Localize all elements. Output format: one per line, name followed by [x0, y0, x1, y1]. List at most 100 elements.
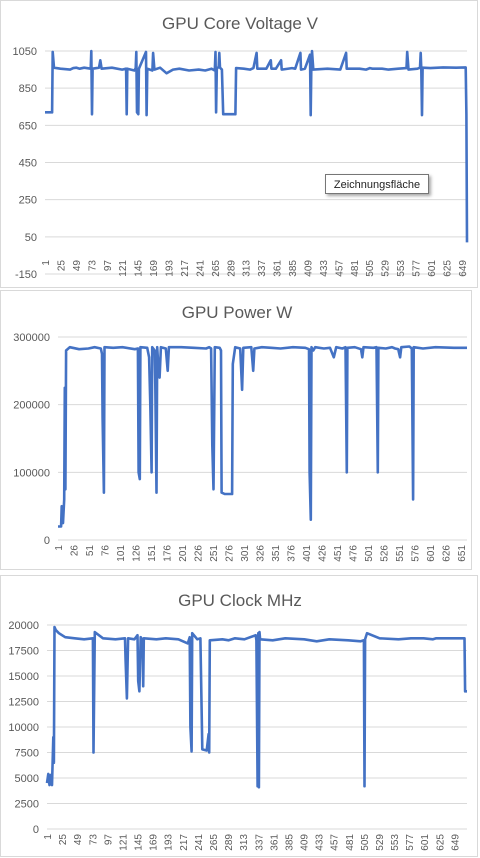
x-tick-label: 457 — [334, 260, 345, 277]
x-tick-label: 49 — [73, 834, 84, 846]
y-tick-label: 12500 — [8, 697, 39, 709]
y-tick-label: 0 — [33, 824, 39, 836]
y-tick-label: 200000 — [13, 400, 50, 412]
y-tick-label: 450 — [19, 158, 37, 170]
x-tick-label: 226 — [193, 545, 204, 562]
x-tick-label: 121 — [118, 834, 129, 851]
y-tick-label: 100000 — [13, 467, 50, 479]
x-tick-label: 145 — [134, 260, 145, 277]
x-tick-label: 217 — [179, 834, 190, 851]
x-tick-label: 409 — [300, 834, 311, 851]
x-tick-label: 529 — [375, 834, 386, 851]
x-tick-label: 457 — [330, 834, 341, 851]
x-tick-label: 385 — [288, 260, 299, 277]
x-tick-label: 151 — [147, 545, 158, 562]
x-tick-label: 193 — [164, 834, 175, 851]
x-tick-label: 501 — [364, 545, 375, 562]
x-tick-label: 553 — [390, 834, 401, 851]
x-tick-label: 577 — [412, 260, 423, 277]
x-tick-label: 241 — [194, 834, 205, 851]
series-line — [58, 345, 467, 528]
x-tick-label: 126 — [131, 545, 142, 562]
x-tick-label: 1 — [43, 834, 54, 840]
x-tick-label: 576 — [410, 545, 421, 562]
x-tick-label: 649 — [458, 260, 469, 277]
x-tick-label: 289 — [224, 834, 235, 851]
series-line — [45, 625, 467, 789]
x-tick-label: 351 — [271, 545, 282, 562]
x-tick-label: 313 — [239, 834, 250, 851]
y-tick-label: 5000 — [15, 773, 39, 785]
y-tick-label: 250 — [19, 195, 37, 207]
x-tick-label: 25 — [56, 260, 67, 272]
x-tick-label: 97 — [103, 834, 114, 846]
y-tick-label: 17500 — [8, 646, 39, 658]
x-tick-label: 651 — [457, 545, 468, 562]
power-chart-panel[interactable]: GPU Power W 0 100000 200000 300000 1 26 51 76 101… — [0, 290, 472, 570]
clock-chart-panel[interactable]: GPU Clock MHz 0 2500 5000 7500 10000 12500 1500… — [0, 575, 478, 857]
x-tick-label: 601 — [427, 260, 438, 277]
x-tick-label: 101 — [116, 545, 127, 562]
x-tick-label: 1 — [41, 260, 52, 266]
y-tick-label: 10000 — [8, 722, 39, 734]
x-tick-label: 385 — [284, 834, 295, 851]
x-tick-label: 626 — [441, 545, 452, 562]
x-tick-label: 505 — [365, 260, 376, 277]
x-tick-label: 451 — [333, 545, 344, 562]
clock-chart: GPU Clock MHz 0 2500 5000 7500 10000 12500 1500… — [8, 591, 467, 851]
chart-title: GPU Power W — [182, 303, 293, 322]
y-tick-label: 850 — [19, 83, 37, 95]
x-tick-label: 433 — [315, 834, 326, 851]
x-tick-label: 176 — [162, 545, 173, 562]
x-tick-label: 1 — [54, 545, 65, 551]
x-tick-label: 265 — [209, 834, 220, 851]
x-tick-label: 276 — [224, 545, 235, 562]
x-tick-label: 169 — [149, 260, 160, 277]
y-tick-label: 0 — [44, 535, 50, 547]
x-tick-label: 551 — [395, 545, 406, 562]
chart-title: GPU Core Voltage V — [162, 14, 319, 33]
x-tick-label: 301 — [240, 545, 251, 562]
x-tick-label: 337 — [254, 834, 265, 851]
x-tick-label: 326 — [255, 545, 266, 562]
x-tick-label: 97 — [103, 260, 114, 272]
x-tick-label: 481 — [350, 260, 361, 277]
x-tick-label: 481 — [345, 834, 356, 851]
x-tick-label: 361 — [273, 260, 284, 277]
x-tick-label: 25 — [58, 834, 69, 846]
y-tick-label: 20000 — [8, 620, 39, 632]
x-tick-label: 376 — [286, 545, 297, 562]
y-tick-label: 7500 — [15, 748, 39, 760]
y-tick-label: 650 — [19, 120, 37, 132]
x-tick-label: 241 — [195, 260, 206, 277]
x-tick-label: 49 — [72, 260, 83, 272]
x-tick-label: 625 — [442, 260, 453, 277]
y-tick-label: -150 — [15, 269, 37, 281]
x-tick-label: 265 — [211, 260, 222, 277]
x-tick-label: 217 — [180, 260, 191, 277]
x-tick-label: 193 — [165, 260, 176, 277]
x-tick-label: 409 — [303, 260, 314, 277]
x-tick-label: 401 — [302, 545, 313, 562]
voltage-chart-panel[interactable]: GPU Core Voltage V -150 50 250 450 650 850 1050… — [0, 0, 478, 288]
voltage-chart: GPU Core Voltage V -150 50 250 450 650 850 1050… — [13, 14, 469, 281]
x-tick-label: 337 — [257, 260, 268, 277]
series-line — [45, 49, 469, 243]
x-tick-label: 251 — [209, 545, 220, 562]
x-tick-label: 433 — [319, 260, 330, 277]
x-tick-label: 529 — [381, 260, 392, 277]
x-tick-label: 73 — [87, 260, 98, 272]
y-tick-label: 1050 — [13, 46, 37, 58]
y-tick-label: 2500 — [15, 799, 39, 811]
y-tick-label: 15000 — [8, 671, 39, 683]
x-tick-label: 145 — [134, 834, 145, 851]
chart-title: GPU Clock MHz — [178, 591, 302, 610]
y-tick-label: 300000 — [13, 332, 50, 344]
x-tick-label: 577 — [405, 834, 416, 851]
x-tick-label: 601 — [420, 834, 431, 851]
x-tick-label: 169 — [149, 834, 160, 851]
x-tick-label: 26 — [69, 545, 80, 557]
x-tick-label: 121 — [118, 260, 129, 277]
x-tick-label: 505 — [360, 834, 371, 851]
